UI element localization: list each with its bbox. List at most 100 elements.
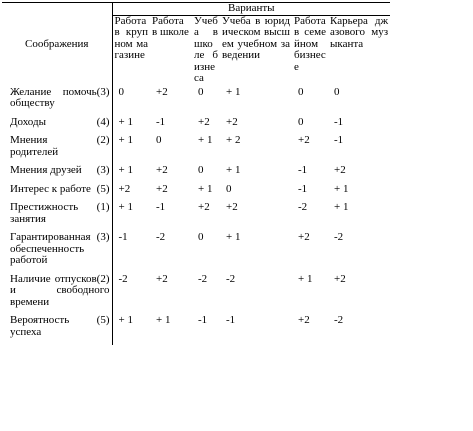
row-weight: (3) (96, 164, 110, 176)
score-cell: 0 (198, 164, 204, 176)
score-cell: -2 (198, 272, 208, 285)
column-header: Работа в семейном бизнесе (294, 14, 326, 73)
row-label: Наличие отпусков и свободного времени (10, 272, 110, 308)
score-cell: -1 (156, 201, 166, 213)
score-cell: + 1 (198, 134, 213, 146)
score-cell: + 1 (226, 231, 241, 243)
corner-header: Соображения (2, 2, 113, 87)
score-cell: + 1 (118, 164, 133, 176)
row-label-cell: (3) Мнения друзей (2, 164, 113, 184)
score-cell: + 1 (156, 314, 171, 326)
score-cell: 0 (334, 85, 340, 98)
table-row: (5) Вероятность успеха + 1 + 1 -1 -1 +2 -2 (2, 314, 390, 345)
score-cell: + 1 (226, 164, 241, 176)
score-cell: -1 (334, 115, 344, 128)
table-row: (1) Престижность занятия + 1 -1 +2 +2 -2 + 1 (2, 201, 390, 232)
row-label: Гарантированная обеспеченность работой (10, 231, 91, 266)
table-row: (3) Гарантированная обеспеченность работо… (2, 231, 390, 274)
score-cell: +2 (198, 201, 210, 213)
score-cell: +2 (226, 115, 238, 128)
score-cell: +2 (156, 272, 168, 285)
row-weight: (3) (96, 85, 110, 98)
score-cell: + 1 (334, 201, 349, 213)
column-header: Учеба в юридическом высшем учебном завед… (222, 14, 290, 61)
score-cell: 0 (298, 115, 304, 128)
row-label-cell: (2) Мнения родителей (2, 134, 113, 165)
score-cell: + 1 (118, 314, 133, 326)
score-cell: +2 (156, 182, 168, 195)
score-cell: -2 (298, 201, 308, 213)
column-header: Работа в крупном магазине (114, 14, 149, 61)
score-cell: +2 (298, 134, 310, 146)
row-label: Доходы (10, 115, 46, 128)
row-weight: (3) (96, 231, 110, 243)
table-row: (2) Наличие отпусков и свободного времени… (2, 272, 390, 315)
row-label: Престижность занятия (10, 201, 79, 225)
score-cell: 0 (156, 134, 162, 146)
table-row: (3) Желание помочь обществу 0 +2 0 + 1 0 0 (2, 85, 390, 117)
table-body: (3) Желание помочь обществу 0 +2 0 + 1 0 0 (4) До… (2, 85, 390, 345)
row-label-cell: (5) Вероятность успеха (2, 314, 113, 345)
score-cell: 0 (298, 85, 304, 98)
score-cell: +2 (198, 115, 210, 128)
score-cell: +2 (298, 231, 310, 243)
row-label-cell: (4) Доходы (2, 115, 113, 135)
table-head: Соображения Варианты Работа в крупном ма… (2, 2, 391, 87)
row-weight: (5) (96, 314, 110, 326)
column-header: Карьера джазового музыканта (330, 14, 389, 50)
score-cell: -1 (298, 164, 308, 176)
column-header-row: Работа в крупном магазине Работа в школе У… (2, 15, 390, 87)
row-weight: (2) (96, 272, 110, 285)
score-cell: + 1 (334, 182, 349, 195)
row-weight: (4) (96, 115, 110, 128)
score-cell: -2 (118, 272, 128, 285)
table-row: (2) Мнения родителей + 1 0 + 1 + 2 +2 -1 (2, 134, 390, 165)
score-cell: +2 (156, 164, 168, 176)
column-header: Учеба в школе бизнеса (194, 14, 218, 84)
score-cell: + 2 (226, 134, 241, 146)
score-cell: -1 (226, 314, 236, 326)
score-cell: -1 (198, 314, 208, 326)
score-cell: -2 (334, 231, 344, 243)
score-cell: -2 (334, 314, 344, 326)
score-cell: +2 (298, 314, 310, 326)
score-cell: + 1 (226, 85, 241, 98)
row-weight: (1) (96, 201, 110, 213)
score-cell: 0 (198, 85, 204, 98)
row-label-cell: (2) Наличие отпусков и свободного времени (2, 272, 113, 315)
table-row: (4) Доходы + 1 -1 +2 +2 0 -1 (2, 115, 390, 135)
row-label: Мнения родителей (10, 134, 59, 158)
decision-table: Соображения Варианты Работа в крупном ма… (2, 2, 391, 345)
row-weight: (5) (96, 182, 110, 195)
row-label-cell: (3) Гарантированная обеспеченность работо… (2, 231, 113, 274)
score-cell: +2 (226, 201, 238, 213)
score-cell: -1 (334, 134, 344, 146)
column-header: Работа в школе (152, 14, 189, 38)
row-label: Вероятность успеха (10, 314, 70, 338)
row-label-cell: (1) Престижность занятия (2, 201, 113, 232)
table-row: (3) Мнения друзей + 1 +2 0 + 1 -1 +2 (2, 164, 390, 184)
score-cell: + 1 (298, 272, 313, 285)
score-cell: +2 (156, 85, 168, 98)
score-cell: 0 (226, 182, 232, 195)
score-cell: -1 (156, 115, 166, 128)
score-cell: +2 (334, 272, 346, 285)
score-cell: + 1 (118, 201, 133, 213)
score-cell: + 1 (198, 182, 213, 195)
row-label: Мнения друзей (10, 164, 82, 176)
row-label-cell: (5) Интерес к работе (2, 182, 113, 202)
row-label: Желание помочь обществу (10, 85, 97, 109)
table-row: (5) Интерес к работе +2 +2 + 1 0 -1 + 1 (2, 182, 390, 202)
score-cell: -2 (156, 231, 166, 243)
group-header: Варианты (112, 2, 391, 16)
score-cell: + 1 (118, 115, 133, 128)
score-cell: -2 (226, 272, 236, 285)
row-label-cell: (3) Желание помочь обществу (2, 85, 113, 117)
score-cell: 0 (118, 85, 125, 98)
score-cell: -1 (118, 231, 128, 243)
row-weight: (2) (96, 134, 110, 146)
score-cell: 0 (198, 231, 204, 243)
score-cell: -1 (298, 182, 308, 195)
score-cell: + 1 (118, 134, 133, 146)
